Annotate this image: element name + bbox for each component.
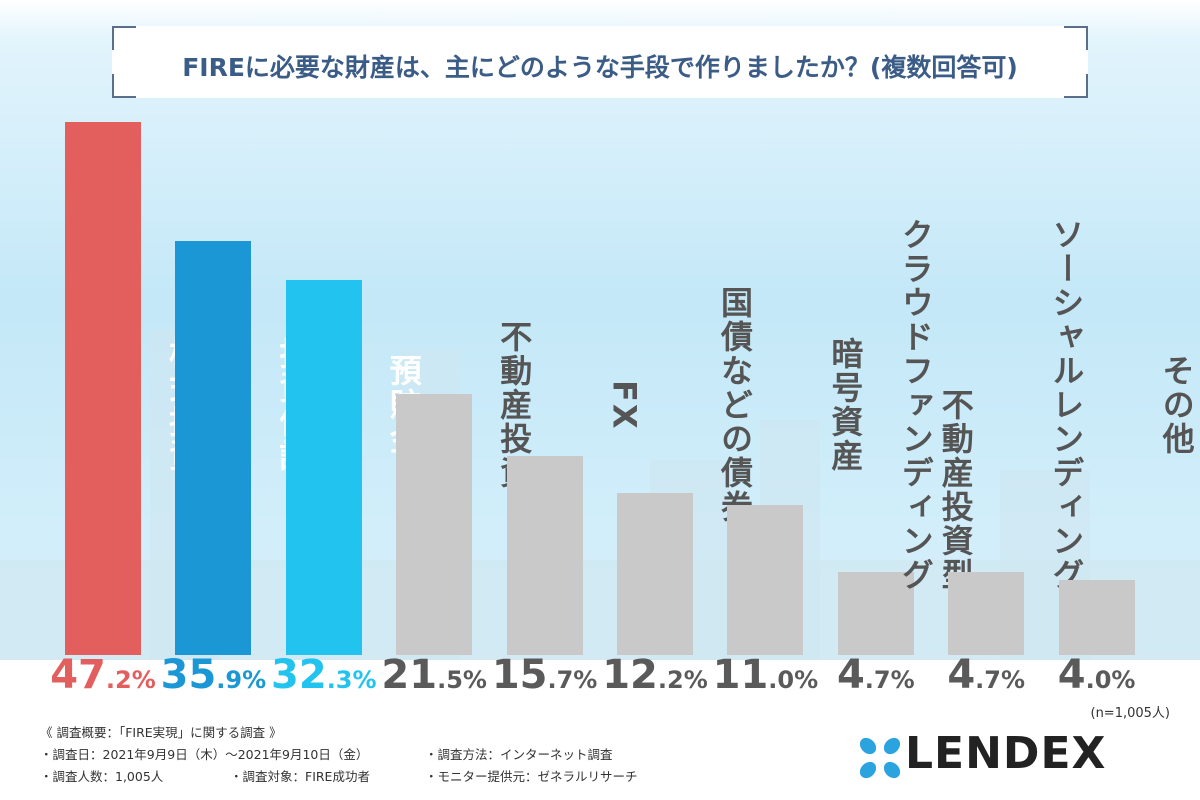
category-label: 暗号資産 [826, 337, 865, 473]
chart-title: FIREに必要な財産は、主にどのような手段で作りましたか？(複数回答可) [182, 53, 1018, 82]
logo-icon [859, 737, 901, 779]
corner [1064, 74, 1088, 98]
bar [285, 279, 362, 655]
category-label: その他 [1157, 354, 1196, 456]
logo: LENDEX [905, 728, 1107, 779]
category-label: 国債などの債券 [716, 286, 754, 524]
survey-item: ・調査日：2021年9月9日（木）～2021年9月10日（金） [40, 747, 369, 762]
survey-item: ・調査方法：インターネット調査 [425, 747, 613, 762]
corner [112, 74, 136, 98]
survey-heading: 《 調査概要：「FIRE実現」に関する調査 》 [40, 725, 282, 740]
bar [175, 241, 252, 655]
title-box: FIREに必要な財産は、主にどのような手段で作りましたか？(複数回答可) [112, 26, 1088, 98]
value-label: 47.2% [50, 652, 156, 698]
value-label: 32.3% [271, 652, 377, 698]
value-label: 4.7% [947, 652, 1026, 698]
bar [948, 572, 1025, 655]
value-label: 4.0% [1057, 652, 1136, 698]
category-label: ソーシャルレンディング [1047, 218, 1086, 592]
value-label: 35.9% [160, 652, 267, 698]
bar [617, 492, 693, 655]
value-label: 21.5% [381, 652, 487, 698]
bar [727, 505, 804, 655]
corner [1064, 26, 1088, 50]
bar [1058, 579, 1135, 655]
survey-item: ・モニター提供元：ゼネラルリサーチ [425, 769, 638, 784]
survey-item: ・調査人数：1,005人 [40, 769, 164, 784]
bar [837, 572, 914, 655]
category-label: 不動産投資型 クラウドファンディング [896, 218, 975, 592]
value-label: 11.0% [712, 652, 819, 698]
survey-item: ・調査対象：FIRE成功者 [230, 769, 370, 784]
value-label: 4.7% [836, 652, 915, 698]
value-label: 15.7% [491, 652, 598, 698]
corner [112, 26, 136, 50]
bar [65, 121, 141, 655]
bar [396, 394, 473, 655]
sample-note: (n=1,005人) [1090, 706, 1171, 721]
value-label: 12.2% [602, 652, 708, 698]
category-label: FX [605, 379, 644, 431]
bar [506, 455, 583, 655]
